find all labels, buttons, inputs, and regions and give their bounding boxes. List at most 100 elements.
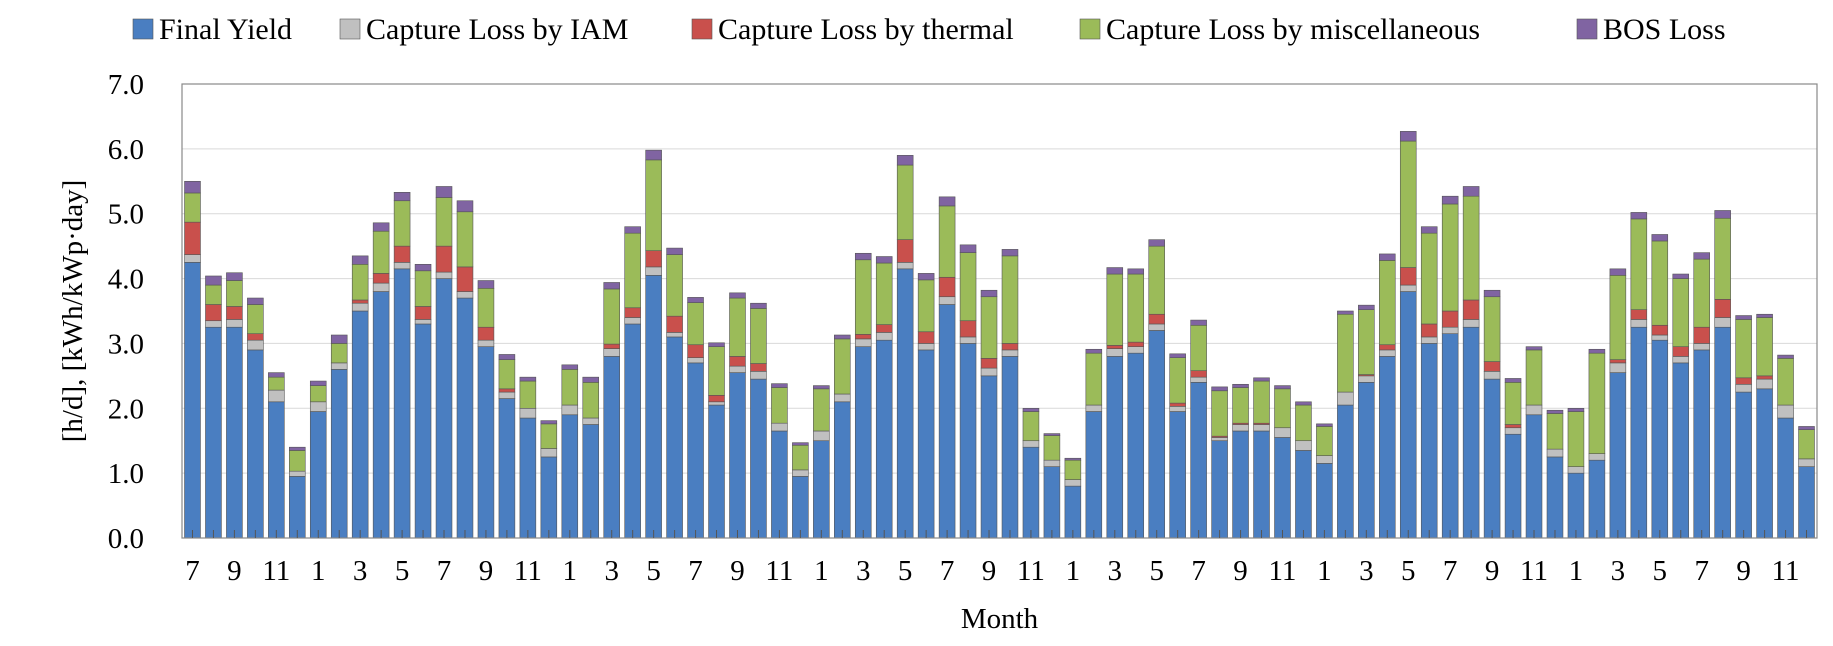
- x-tick-label: 9: [227, 555, 242, 587]
- bar-segment-capture-loss-by-miscellaneous: [1399, 140, 1417, 268]
- bar-segment-final-yield: [1337, 404, 1354, 539]
- x-tick-label: 5: [646, 555, 661, 587]
- bar-segment-capture-loss-by-miscellaneous: [456, 211, 474, 268]
- bar-segment-capture-loss-by-iam: [1211, 437, 1228, 442]
- bar-segment-final-yield: [1462, 326, 1480, 539]
- x-tick-label: 3: [1611, 555, 1626, 587]
- bar-segment-bos-loss: [1504, 378, 1522, 383]
- x-tick-label: 5: [898, 555, 913, 587]
- x-tick-label: 7: [185, 555, 200, 587]
- x-tick-label: 11: [1269, 555, 1297, 587]
- bar-segment-final-yield: [1420, 343, 1438, 539]
- bar-segment-bos-loss: [268, 372, 285, 378]
- y-tick-label: 4.0: [108, 264, 144, 296]
- bar-segment-capture-loss-by-thermal: [393, 245, 411, 263]
- bar-segment-final-yield: [1001, 356, 1019, 539]
- bar-segment-capture-loss-by-thermal: [1609, 359, 1627, 364]
- bar-segment-capture-loss-by-thermal: [1441, 310, 1459, 328]
- bar-segment-capture-loss-by-iam: [896, 262, 914, 270]
- bar-segment-capture-loss-by-miscellaneous: [1672, 278, 1690, 347]
- bar-segment-capture-loss-by-miscellaneous: [393, 200, 411, 247]
- y-axis-title: [h/d], [kWh/kWp·day]: [57, 180, 89, 443]
- bar-segment-capture-loss-by-thermal: [1735, 377, 1752, 385]
- bar-segment-capture-loss-by-miscellaneous: [603, 288, 620, 345]
- x-tick-label: 1: [311, 555, 326, 587]
- bar-segment-final-yield: [1127, 352, 1145, 539]
- bar-segment-bos-loss: [1253, 377, 1270, 382]
- x-tick-label: 5: [1401, 555, 1416, 587]
- bar-segment-bos-loss: [1127, 268, 1145, 275]
- bar-segment-capture-loss-by-miscellaneous: [1714, 217, 1731, 300]
- x-tick-label: 11: [1017, 555, 1045, 587]
- bar-segment-capture-loss-by-miscellaneous: [1022, 411, 1040, 442]
- bar-segment-bos-loss: [247, 297, 264, 305]
- bar-segment-bos-loss: [1420, 226, 1438, 234]
- bar-segment-capture-loss-by-miscellaneous: [184, 192, 201, 223]
- bar-segment-capture-loss-by-miscellaneous: [1525, 349, 1543, 406]
- bar-segment-capture-loss-by-miscellaneous: [666, 254, 683, 317]
- bar-segment-capture-loss-by-iam: [268, 389, 285, 403]
- x-tick-label: 3: [1359, 555, 1374, 587]
- x-tick-label: 1: [814, 555, 829, 587]
- bar-segment-capture-loss-by-thermal: [1714, 299, 1731, 318]
- bar-segment-final-yield: [1358, 382, 1375, 539]
- bar-segment-final-yield: [1295, 450, 1312, 539]
- bar-segment-capture-loss-by-thermal: [1399, 267, 1417, 286]
- bar-segment-capture-loss-by-iam: [834, 393, 851, 403]
- bar-segment-bos-loss: [938, 196, 956, 207]
- bar-segment-final-yield: [603, 356, 620, 539]
- bar-segment-bos-loss: [750, 302, 767, 309]
- bar-segment-capture-loss-by-miscellaneous: [268, 376, 285, 391]
- bar-segment-capture-loss-by-miscellaneous: [1190, 324, 1207, 371]
- bar-segment-capture-loss-by-miscellaneous: [1798, 429, 1815, 460]
- bar-segment-capture-loss-by-miscellaneous: [477, 287, 495, 328]
- bar-segment-bos-loss: [1190, 319, 1207, 326]
- x-tick-label: 11: [262, 555, 290, 587]
- bar-segment-bos-loss: [330, 334, 348, 344]
- bar-segment-capture-loss-by-iam: [1798, 458, 1815, 467]
- bar-segment-capture-loss-by-miscellaneous: [1043, 435, 1061, 461]
- bar-segment-capture-loss-by-thermal: [645, 250, 662, 268]
- legend-label: Capture Loss by thermal: [718, 13, 1014, 46]
- bar-segment-bos-loss: [1798, 426, 1815, 430]
- bar-segment-capture-loss-by-thermal: [435, 245, 453, 273]
- bar-segment-final-yield: [854, 346, 872, 539]
- x-tick-label: 7: [940, 555, 955, 587]
- bar-segment-final-yield: [393, 268, 411, 539]
- bar-segment-final-yield: [1483, 378, 1501, 539]
- bar-segment-capture-loss-by-miscellaneous: [1064, 459, 1082, 480]
- bar-segment-capture-loss-by-thermal: [414, 306, 432, 320]
- bar-segment-capture-loss-by-thermal: [1148, 313, 1165, 325]
- bar-segment-capture-loss-by-iam: [771, 422, 788, 432]
- bar-segment-final-yield: [1651, 339, 1669, 539]
- bar-segment-capture-loss-by-iam: [519, 407, 537, 419]
- bar-segment-capture-loss-by-thermal: [896, 239, 914, 263]
- bar-segment-capture-loss-by-thermal: [1651, 324, 1669, 336]
- bar-segment-capture-loss-by-miscellaneous: [1420, 232, 1438, 325]
- bar-segment-capture-loss-by-iam: [540, 448, 558, 458]
- x-tick-label: 7: [688, 555, 703, 587]
- bar-segment-final-yield: [1148, 330, 1165, 539]
- bar-segment-final-yield: [1504, 433, 1522, 539]
- bar-segment-capture-loss-by-thermal: [1483, 361, 1501, 372]
- bar-segment-capture-loss-by-miscellaneous: [372, 230, 390, 274]
- bar-segment-final-yield: [561, 414, 579, 539]
- bar-segment-capture-loss-by-thermal: [372, 273, 390, 284]
- bar-segment-capture-loss-by-miscellaneous: [1106, 273, 1124, 346]
- bar-segment-capture-loss-by-iam: [1483, 371, 1501, 380]
- bar-segment-bos-loss: [729, 292, 746, 299]
- bar-segment-bos-loss: [1693, 252, 1710, 260]
- bar-segment-bos-loss: [1316, 423, 1333, 427]
- bar-segment-capture-loss-by-iam: [959, 336, 977, 344]
- bar-segment-bos-loss: [1085, 348, 1103, 354]
- bar-segment-capture-loss-by-miscellaneous: [750, 308, 767, 364]
- bar-segment-final-yield: [268, 401, 285, 539]
- bar-segment-bos-loss: [834, 334, 851, 340]
- bar-segment-capture-loss-by-iam: [205, 320, 222, 328]
- bar-segment-capture-loss-by-iam: [1504, 427, 1522, 435]
- bar-segment-capture-loss-by-iam: [1693, 343, 1710, 351]
- bar-segment-bos-loss: [1232, 383, 1249, 388]
- bar-segment-capture-loss-by-iam: [1316, 455, 1333, 464]
- bar-segment-capture-loss-by-miscellaneous: [351, 263, 369, 301]
- bar-segment-capture-loss-by-iam: [582, 417, 600, 425]
